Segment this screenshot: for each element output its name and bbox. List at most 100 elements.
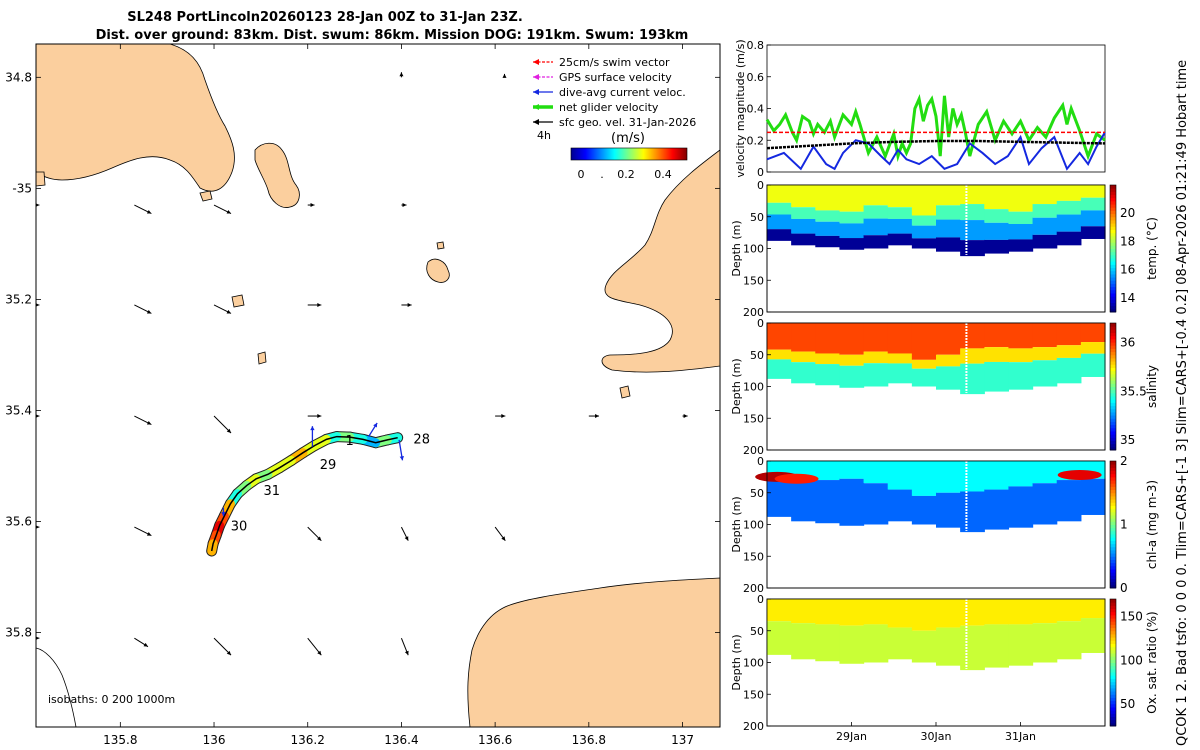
section-colorbar-label: Ox. sat. ratio (%)	[1145, 611, 1159, 713]
section-cell	[911, 368, 937, 387]
section-colorbar-cell	[1110, 373, 1116, 378]
section-cell	[791, 207, 816, 219]
section-colorbar-tick: 18	[1120, 234, 1135, 248]
section-cell	[911, 599, 937, 631]
section-cell	[936, 219, 961, 238]
section-colorbar-cell	[1110, 399, 1116, 403]
section-colorbar-cell	[1110, 722, 1116, 727]
section-cell	[1008, 624, 1034, 666]
sfc-geo-vector-head	[501, 536, 506, 541]
section-cell	[1008, 185, 1034, 212]
section-cell	[984, 489, 1010, 530]
velocity-series-sfc_geo	[766, 139, 1106, 150]
section-colorbar-cell	[1110, 534, 1116, 538]
section-cell	[936, 492, 961, 528]
section-cell	[815, 235, 841, 248]
section-colorbar-cell	[1110, 191, 1116, 196]
section-colorbar-cell	[1110, 424, 1116, 429]
section-colorbar-cell	[1110, 380, 1116, 384]
section-cell	[839, 599, 865, 626]
section-colorbar-cell	[1110, 338, 1116, 343]
section-colorbar-cell	[1110, 486, 1116, 491]
track-day-label: 31	[264, 484, 281, 499]
section-cell	[839, 478, 865, 526]
section-colorbar-cell	[1110, 672, 1116, 676]
section-colorbar-cell	[1110, 248, 1116, 253]
section-cell	[936, 366, 961, 390]
title-line-2: Dist. over ground: 83km. Dist. swum: 86k…	[96, 28, 689, 43]
section-cell	[767, 229, 792, 241]
section-cell	[887, 353, 913, 364]
section-colorbar-cell	[1110, 467, 1116, 472]
section-cell	[1032, 599, 1058, 624]
section-cell	[815, 480, 841, 524]
section-cell	[887, 489, 913, 522]
section-cell	[839, 238, 865, 250]
section-colorbar-cell	[1110, 614, 1116, 619]
velocity-y-tick-label: 0.8	[747, 39, 765, 52]
section-colorbar-cell	[1110, 611, 1116, 616]
section-colorbar-cell	[1110, 546, 1116, 551]
section-colorbar-tick: 150	[1120, 610, 1143, 624]
section-cell	[960, 185, 985, 205]
section-colorbar-cell	[1110, 678, 1116, 683]
section-colorbar-label: chl-a (mg m-3)	[1145, 480, 1159, 569]
section-colorbar-cell	[1110, 480, 1116, 484]
dive-avg-vector-head	[399, 456, 404, 461]
section-cell	[1056, 357, 1082, 384]
sfc-geo-vector-head	[226, 650, 232, 656]
section-cell	[984, 461, 1010, 490]
section-y-tick-label: 150	[743, 688, 764, 701]
section-colorbar-cell	[1110, 700, 1116, 705]
section-colorbar-cell	[1110, 270, 1116, 275]
section-y-label: Depth (m)	[730, 220, 743, 276]
legend-label: dive-avg current veloc.	[559, 86, 686, 99]
section-cell	[863, 483, 889, 525]
section-cell	[936, 205, 961, 220]
section-colorbar-cell	[1110, 292, 1116, 297]
section-cell	[1056, 480, 1082, 522]
section-colorbar-cell	[1110, 476, 1116, 481]
section-colorbar-cell	[1110, 361, 1116, 365]
section-colorbar-cell	[1110, 326, 1116, 330]
speed-colorbar-tick: 0.2	[617, 168, 635, 181]
section-colorbar-cell	[1110, 280, 1116, 284]
section-colorbar-cell	[1110, 200, 1116, 205]
speed-colorbar-tick: .	[600, 168, 604, 181]
section-colorbar-cell	[1110, 640, 1116, 644]
section-cell	[815, 221, 841, 236]
section-cell	[1080, 226, 1106, 239]
section-cell	[815, 353, 841, 365]
section-cell	[887, 363, 913, 384]
section-colorbar-cell	[1110, 332, 1116, 337]
section-cell	[887, 599, 913, 628]
section-colorbar-cell	[1110, 264, 1116, 269]
section-colorbar-cell	[1110, 434, 1116, 438]
sfc-geo-vector-head	[595, 414, 600, 419]
section-cell	[911, 225, 937, 239]
section-colorbar-cell	[1110, 681, 1116, 686]
section-cell	[911, 238, 937, 249]
section-cell	[863, 363, 889, 387]
section-cell	[863, 351, 889, 364]
section-colorbar-cell	[1110, 514, 1116, 519]
section-cell	[1008, 461, 1034, 487]
section-cell	[1056, 231, 1082, 246]
section-cell	[767, 599, 792, 622]
section-cell	[1056, 621, 1082, 660]
section-colorbar-cell	[1110, 185, 1116, 189]
track-day-label: 29	[320, 458, 337, 473]
speed-colorbar-label: (m/s)	[611, 131, 645, 146]
section-colorbar-cell	[1110, 267, 1116, 272]
section-colorbar-cell	[1110, 283, 1116, 288]
section-cell	[1008, 348, 1034, 363]
section-cell	[791, 233, 816, 246]
section-colorbar-cell	[1110, 342, 1116, 346]
section-colorbar-cell	[1110, 210, 1116, 215]
section-colorbar-cell	[1110, 188, 1116, 192]
section-cell	[984, 185, 1010, 210]
legend-label: sfc geo. vel. 31-Jan-2026	[559, 116, 696, 129]
section-y-label: Depth (m)	[730, 634, 743, 690]
section-colorbar-cell	[1110, 204, 1116, 208]
map-y-tick-label: -35	[12, 181, 32, 195]
